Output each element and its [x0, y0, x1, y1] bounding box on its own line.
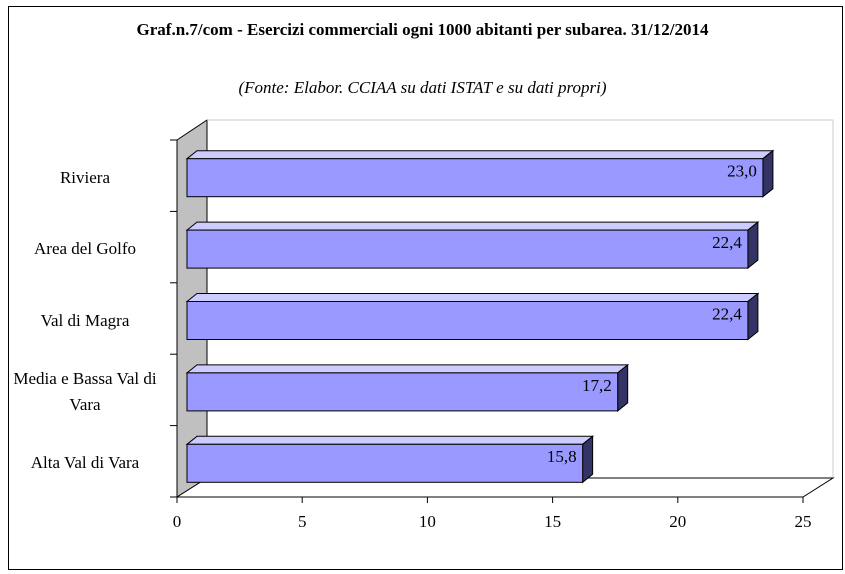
x-tick-label: 0 — [173, 512, 182, 531]
bar — [186, 372, 619, 412]
value-label: 17,2 — [582, 376, 612, 395]
value-label: 23,0 — [727, 162, 757, 181]
x-tick-label: 25 — [795, 512, 812, 531]
x-tick-label: 20 — [669, 512, 686, 531]
bar — [186, 301, 749, 340]
value-label: 22,4 — [712, 233, 742, 252]
y-tick-label: Area del Golfo — [34, 239, 136, 259]
y-tick-label: Val di Magra — [40, 310, 130, 330]
bar-top — [185, 435, 595, 445]
bar-side — [762, 149, 774, 198]
bar-side — [582, 435, 594, 484]
chart-subtitle: (Fonte: Elabor. CCIAA su dati ISTAT e su… — [238, 78, 607, 97]
bar — [186, 229, 749, 269]
bar-top — [185, 293, 760, 302]
x-tick-label: 5 — [298, 512, 307, 531]
bar — [186, 443, 584, 483]
value-label: 15,8 — [547, 447, 577, 466]
back-wall — [207, 119, 834, 478]
chart-title: Graf.n.7/com - Esercizi commerciali ogni… — [136, 20, 709, 39]
x-tick-label: 10 — [419, 512, 436, 531]
bar-top — [185, 150, 775, 160]
y-tick-label: Riviera — [59, 167, 111, 187]
x-tick-label: 15 — [544, 512, 561, 531]
value-label: 22,4 — [712, 304, 742, 323]
bar-side — [747, 221, 759, 270]
bar-top — [185, 221, 760, 231]
bar-side — [747, 292, 759, 341]
bar-top — [185, 364, 630, 374]
y-tick-label: Alta Val di Vara — [30, 453, 140, 473]
bar — [186, 158, 764, 198]
y-tick-label: Media e Bassa Val di Vara — [13, 368, 157, 414]
bar-side — [617, 363, 629, 412]
